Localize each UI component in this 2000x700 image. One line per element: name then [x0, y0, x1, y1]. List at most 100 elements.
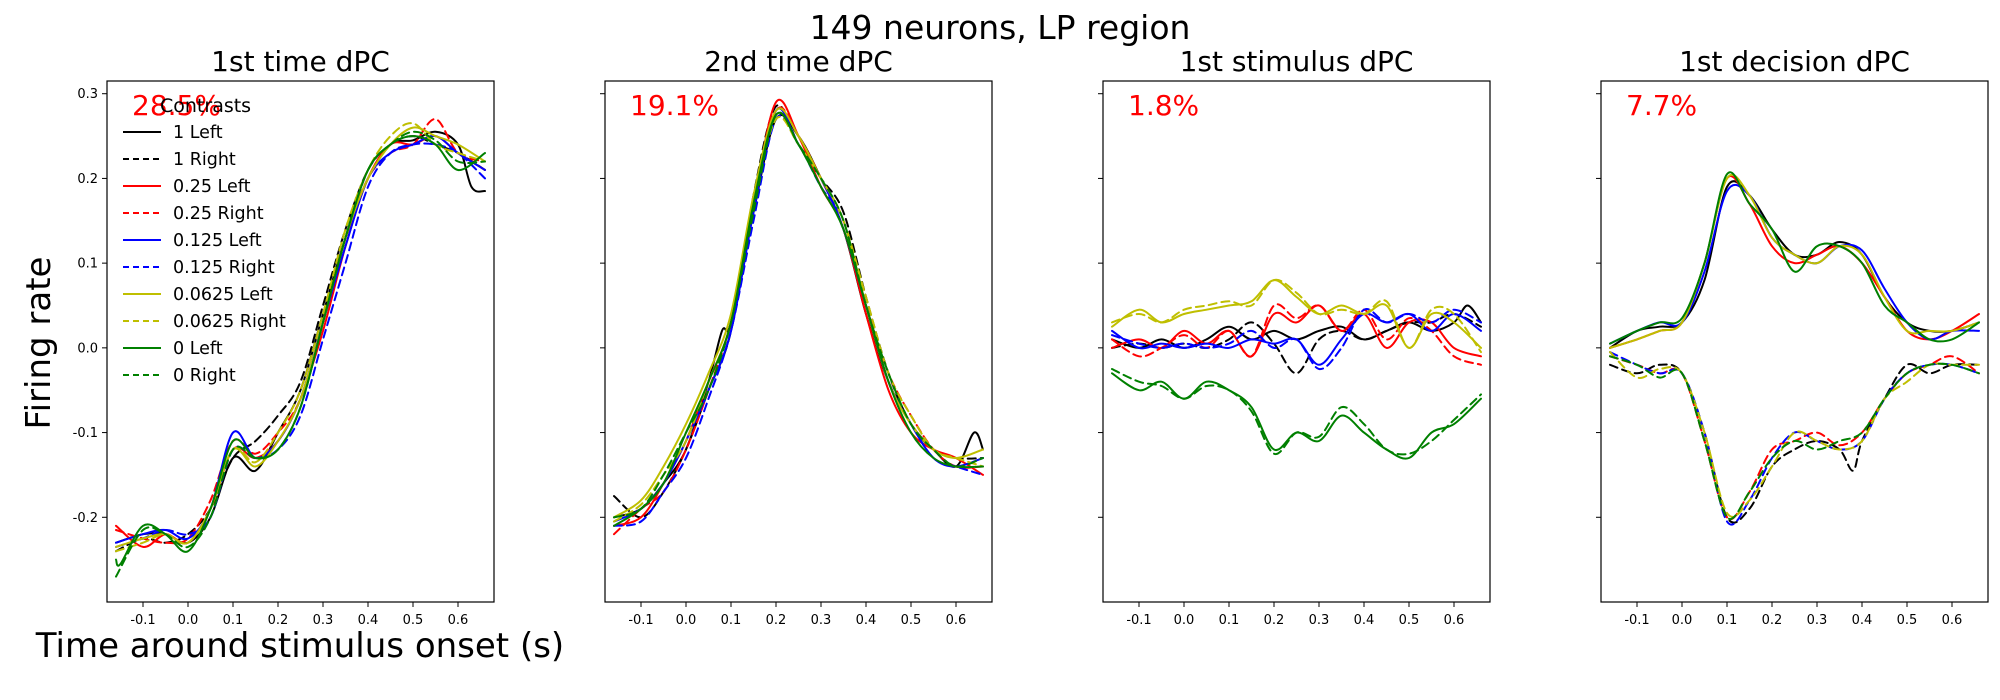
plot-area [1102, 80, 1491, 603]
panel-title: 2nd time dPC [704, 45, 893, 78]
x-tick-label: 0.0 [178, 613, 199, 628]
panel-title: 1st time dPC [211, 45, 390, 78]
x-tick-label: -0.1 [628, 613, 653, 628]
series-line-0-right [613, 111, 984, 519]
x-tick-label: 0.5 [1897, 613, 1918, 628]
x-tick-label: 0.2 [268, 613, 289, 628]
series-line-0-25-right [1111, 303, 1482, 366]
series-line-0-0625-right [1111, 278, 1482, 354]
plot-area [1600, 80, 1989, 603]
series-line-0-125-right [1609, 351, 1980, 526]
series-group [1111, 278, 1482, 460]
x-axis-label: Time around stimulus onset (s) [35, 626, 564, 666]
y-tick-label: -0.2 [73, 511, 98, 526]
figure-title: 149 neurons, LP region [810, 8, 1191, 47]
x-tick-label: 0.0 [1672, 613, 1693, 628]
x-tick-label: 0.3 [313, 613, 334, 628]
x-tick-label: 0.1 [721, 613, 742, 628]
panel-1: -0.1 0.0 0.1 0.2 0.3 0.4 0.5 0.6 -0.2 -0.1 0.0 0.1 0… [73, 45, 495, 628]
legend-label: 1 Left [173, 123, 223, 143]
series-line-0-right [115, 130, 486, 578]
legend: Contrasts 1 Left 1 Right 0.25 Left 0.25 Rig… [123, 95, 286, 386]
y-tick-label: 0.2 [77, 172, 98, 187]
x-tick-label: 0.3 [811, 613, 832, 628]
legend-label: 1 Right [173, 150, 236, 170]
y-tick-label: 0.3 [77, 87, 98, 102]
panel-4: -0.1 0.0 0.1 0.2 0.3 0.4 0.5 0.6 1st decision dP… [1596, 45, 1989, 628]
series-line-0-125-left [115, 134, 486, 544]
series-group [613, 98, 984, 536]
x-tick-label: 0.4 [1354, 613, 1375, 628]
series-line-0-0625-right [115, 122, 486, 553]
y-tick-label: 0.0 [77, 341, 98, 356]
series-line-0-25-right [1609, 355, 1980, 521]
x-tick-label: 0.6 [448, 613, 469, 628]
series-line-0-left [115, 135, 486, 567]
series-line-0-0625-right [613, 115, 984, 523]
x-tick-label: 0.6 [1942, 613, 1963, 628]
series-line-1-right [115, 135, 486, 553]
x-tick-label: 0.6 [946, 613, 967, 628]
series-line-0-left [1609, 171, 1980, 345]
y-axis-label: Firing rate [19, 257, 59, 430]
series-line-0-125-left [1609, 183, 1980, 345]
x-tick-label: 0.6 [1444, 613, 1465, 628]
legend-label: 0.125 Right [173, 258, 275, 278]
series-line-1-right [1609, 362, 1980, 524]
series-line-0-0625-left [1111, 279, 1482, 349]
x-tick-label: -0.1 [1126, 613, 1151, 628]
x-tick-label: 0.4 [856, 613, 877, 628]
x-tick-label: 0.0 [1174, 613, 1195, 628]
x-tick-label: 0.2 [1264, 613, 1285, 628]
legend-title: Contrasts [160, 95, 251, 117]
series-line-0-0625-left [1609, 173, 1980, 349]
legend-label: 0.125 Left [173, 231, 262, 251]
x-tick-label: 0.5 [403, 613, 424, 628]
series-line-0-125-left [613, 107, 984, 523]
panels: -0.1 0.0 0.1 0.2 0.3 0.4 0.5 0.6 -0.2 -0.1 0.0 0.1 0… [73, 45, 1989, 628]
x-tick-label: 0.2 [766, 613, 787, 628]
x-tick-label: 0.5 [901, 613, 922, 628]
series-line-0-0625-left [613, 107, 984, 519]
x-tick-label: -0.1 [1624, 613, 1649, 628]
series-line-0-0625-left [115, 126, 486, 548]
series-line-0-125-right [115, 142, 486, 548]
series-line-0-125-right [1111, 308, 1482, 371]
legend-label: 0.0625 Right [173, 312, 286, 332]
y-tick-label: -0.1 [73, 426, 98, 441]
panel-2: -0.1 0.0 0.1 0.2 0.3 0.4 0.5 0.6 2nd time dPC 19.… [600, 45, 993, 628]
y-tick-label: 0.1 [77, 257, 98, 272]
panel-title: 1st stimulus dPC [1180, 45, 1414, 78]
plot-area [604, 80, 993, 603]
legend-label: 0 Right [173, 366, 236, 386]
x-tick-label: 0.4 [358, 613, 379, 628]
legend-label: 0.0625 Left [173, 285, 273, 305]
explained-variance-label: 7.7% [1626, 89, 1697, 122]
x-tick-label: 0.4 [1852, 613, 1873, 628]
x-tick-label: -0.1 [130, 613, 155, 628]
series-line-0-25-left [115, 135, 486, 548]
series-line-0-25-left [613, 98, 984, 527]
x-tick-label: 0.1 [1717, 613, 1738, 628]
explained-variance-label: 1.8% [1128, 89, 1199, 122]
x-tick-label: 0.1 [223, 613, 244, 628]
x-tick-label: 0.3 [1309, 613, 1330, 628]
series-line-1-left [115, 130, 486, 545]
x-tick-label: 0.5 [1399, 613, 1420, 628]
series-line-0-25-left [1111, 304, 1482, 358]
panel-title: 1st decision dPC [1679, 45, 1910, 78]
series-line-0-right [1609, 355, 1980, 521]
series-line-0-right [1111, 368, 1482, 456]
x-tick-label: 0.3 [1807, 613, 1828, 628]
x-tick-label: 0.2 [1762, 613, 1783, 628]
x-tick-label: 0.1 [1219, 613, 1240, 628]
explained-variance-label: 19.1% [630, 89, 719, 122]
plot-area [106, 80, 495, 603]
series-line-0-25-right [115, 118, 486, 545]
series-group [115, 118, 486, 578]
legend-label: 0.25 Right [173, 204, 264, 224]
legend-label: 0.25 Left [173, 177, 251, 197]
explained-variance-label: 28.5% [132, 89, 221, 122]
series-group [1609, 171, 1980, 526]
